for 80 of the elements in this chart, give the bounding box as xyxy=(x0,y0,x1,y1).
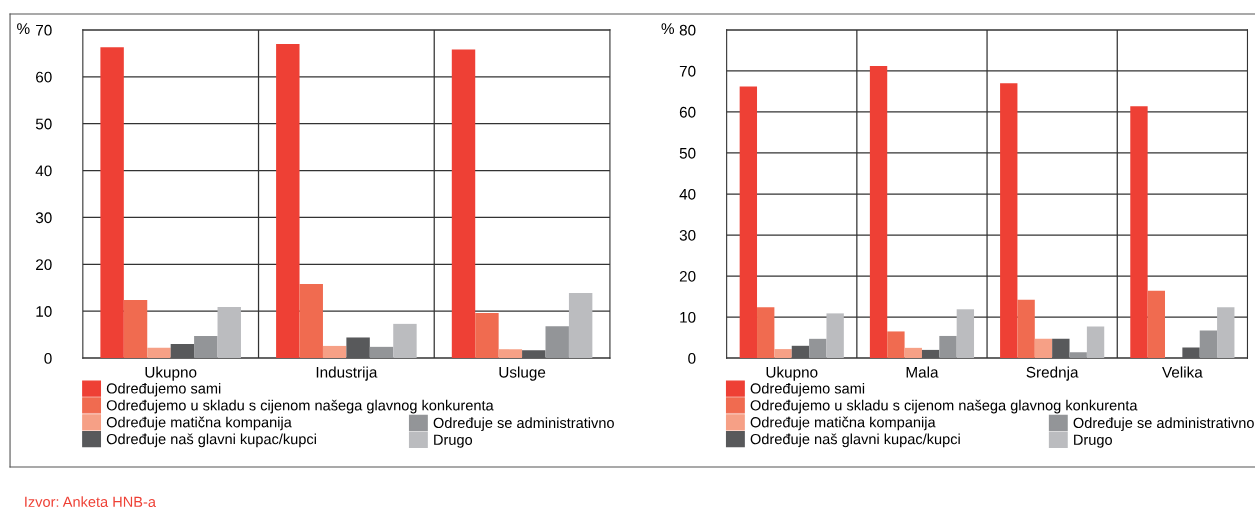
bar xyxy=(921,349,940,359)
bar xyxy=(147,347,171,359)
legend-label: Određujemo sami xyxy=(106,382,221,397)
y-tick-label: 50 xyxy=(679,147,696,159)
x-tick-label: Industrija xyxy=(316,366,378,381)
bar xyxy=(170,344,195,359)
bar xyxy=(887,331,905,359)
bar xyxy=(1182,347,1200,359)
text: Izvor: Anketa HNB-a xyxy=(25,496,156,508)
bar xyxy=(123,299,148,359)
y-tick-label: 40 xyxy=(35,165,52,177)
bar xyxy=(791,345,810,359)
legend-label: Drugo xyxy=(1074,434,1112,448)
bar xyxy=(1130,106,1148,359)
x-tick-label: Ukupno xyxy=(766,366,818,381)
y-axis-title: % xyxy=(661,23,675,34)
bar xyxy=(1017,299,1035,359)
bar xyxy=(100,47,124,359)
bar xyxy=(956,309,975,359)
legend-label: Drugo xyxy=(434,434,473,448)
y-tick-label: 60 xyxy=(36,71,52,83)
x-tick-label: Ukupno xyxy=(145,366,197,381)
bar xyxy=(1147,290,1166,359)
y-tick-label: 10 xyxy=(680,311,696,323)
bar xyxy=(869,66,888,359)
y-tick-label: 30 xyxy=(35,212,52,224)
y-tick-label: 70 xyxy=(679,65,696,77)
bar xyxy=(194,336,218,359)
bar xyxy=(1000,83,1018,359)
legend-label: Određuje naš glavni kupac/kupci xyxy=(106,433,316,448)
bar xyxy=(217,307,241,359)
x-tick-label: Usluge xyxy=(499,366,546,381)
bar xyxy=(1069,352,1087,359)
legend-label: Određujemo u skladu s cijenom našega glavnog konkurenta xyxy=(750,399,1138,414)
legend-label: Određuje naš glavni kupac/kupci xyxy=(750,433,960,448)
bar xyxy=(904,347,922,359)
y-tick-label: 80 xyxy=(679,24,696,36)
y-tick-label: 40 xyxy=(679,188,696,200)
bar xyxy=(1052,338,1070,359)
y-tick-label: 70 xyxy=(36,24,52,36)
bar xyxy=(346,337,370,359)
bar xyxy=(475,313,499,359)
bar xyxy=(739,86,758,359)
y-tick-label: 20 xyxy=(36,259,52,271)
bar xyxy=(299,284,323,359)
bar xyxy=(1086,326,1105,359)
x-tick-label: Srednja xyxy=(1026,366,1079,381)
y-tick-label: 30 xyxy=(679,229,696,241)
bar xyxy=(276,43,300,359)
y-tick-label: 10 xyxy=(36,306,52,317)
y-tick-label: 0 xyxy=(688,352,696,364)
bar xyxy=(826,313,844,359)
bar xyxy=(545,326,569,359)
y-tick-label: 50 xyxy=(35,118,52,130)
bar xyxy=(1217,307,1235,359)
legend-label: Određuje matična kompanija xyxy=(106,416,292,431)
legend-label: Određuje se administrativno xyxy=(1073,417,1254,431)
legend-label: Određuje matična kompanija xyxy=(750,416,936,431)
bar xyxy=(522,350,546,359)
bar xyxy=(1199,330,1218,359)
y-tick-label: 60 xyxy=(679,106,696,118)
legend-label: Određujemo sami xyxy=(750,382,865,397)
bar xyxy=(322,345,347,359)
bar xyxy=(757,307,775,359)
y-tick-label: 0 xyxy=(44,352,52,364)
legend-label: Određujemo u skladu s cijenom našega glavnog konkurenta xyxy=(106,399,494,414)
bar xyxy=(568,292,593,359)
legend-label: Određuje se administrativno xyxy=(433,417,614,431)
bar xyxy=(451,49,476,359)
bar xyxy=(939,335,957,359)
bar xyxy=(774,349,792,359)
y-tick-label: 20 xyxy=(679,270,696,282)
bar xyxy=(393,323,417,359)
bar xyxy=(1034,338,1053,359)
bar xyxy=(498,349,523,359)
y-axis-title: % xyxy=(17,23,30,34)
x-tick-label: Velika xyxy=(1162,366,1203,378)
bar xyxy=(809,338,827,359)
bar xyxy=(369,346,394,359)
x-tick-label: Mala xyxy=(906,366,939,378)
